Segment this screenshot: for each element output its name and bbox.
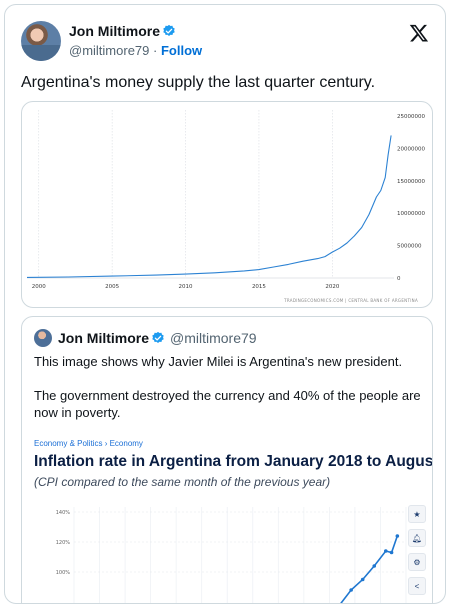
inflation-chart-svg: 140% 120% 100% [56, 507, 407, 603]
author-name[interactable]: Jon Miltimore [69, 23, 161, 39]
inflation-chart: 140% 120% 100% ★ 🔔︎ ⚙︎ < [34, 497, 430, 603]
y-tick-label: 20000000 [397, 146, 425, 152]
separator-dot: · [153, 43, 158, 58]
quoted-paragraph-2: The government destroyed the currency an… [34, 388, 421, 420]
inflation-point [389, 550, 394, 555]
share-icon[interactable]: < [408, 577, 426, 595]
x-tick-label: 2020 [325, 284, 339, 290]
inflation-chart-subtitle: (CPI compared to the same month of the p… [34, 475, 331, 489]
quoted-author-name: Jon Miltimore [58, 330, 150, 346]
y-tick-label: 120% [56, 540, 71, 546]
x-tick-label: 2010 [179, 284, 193, 290]
y-tick-label: 140% [56, 510, 71, 516]
star-icon[interactable]: ★ [408, 505, 426, 523]
quoted-author-handle: @miltimore79 [170, 330, 257, 346]
quoted-paragraph-1: This image shows why Javier Milei is Arg… [34, 354, 403, 369]
avatar[interactable] [21, 21, 61, 61]
y-tick-label: 25000000 [397, 114, 425, 120]
gear-icon[interactable]: ⚙︎ [408, 553, 426, 571]
y-tick-label: 100% [56, 570, 71, 576]
x-tick-label: 2005 [105, 284, 119, 290]
breadcrumb[interactable]: Economy & Politics › Economy [34, 439, 143, 448]
y-tick-label: 0 [397, 276, 401, 282]
quoted-tweet[interactable]: Jon Miltimore @miltimore79 This image sh… [21, 316, 433, 603]
y-tick-label: 15000000 [397, 179, 425, 185]
y-tick-label: 5000000 [397, 244, 422, 250]
author-handle-row: @miltimore79 · Follow [69, 43, 202, 58]
author-handle[interactable]: @miltimore79 [69, 43, 150, 58]
source-note: TRADINGECONOMICS.COM | CENTRAL BANK OF A… [283, 298, 418, 303]
verified-badge-icon [163, 24, 175, 36]
y-tick-label: 10000000 [397, 211, 425, 217]
x-logo-icon[interactable] [409, 23, 429, 43]
x-tick-label: 2000 [32, 284, 46, 290]
tweet-card[interactable]: Jon Miltimore @miltimore79 · Follow Arge… [4, 4, 446, 604]
quoted-avatar [34, 329, 52, 347]
money-supply-chart-svg: 2000 2005 2010 2015 2020 25000000 20000000 1500… [26, 110, 425, 303]
quoted-verified-badge-icon [152, 331, 164, 343]
inflation-chart-title: Inflation rate in Argentina from January… [34, 453, 433, 470]
quoted-text: This image shows why Javier Milei is Arg… [34, 353, 426, 421]
x-tick-label: 2015 [252, 284, 266, 290]
inflation-point [372, 564, 377, 568]
money-supply-line [26, 135, 392, 278]
inflation-point [360, 577, 365, 582]
tweet-text: Argentina's money supply the last quarte… [21, 74, 376, 91]
money-supply-chart[interactable]: 2000 2005 2010 2015 2020 25000000 20000000 1500… [21, 101, 433, 308]
follow-link[interactable]: Follow [160, 43, 203, 58]
inflation-point [383, 549, 388, 553]
inflation-point [395, 534, 400, 538]
bell-icon[interactable]: 🔔︎ [408, 529, 426, 547]
inflation-line [340, 535, 399, 603]
